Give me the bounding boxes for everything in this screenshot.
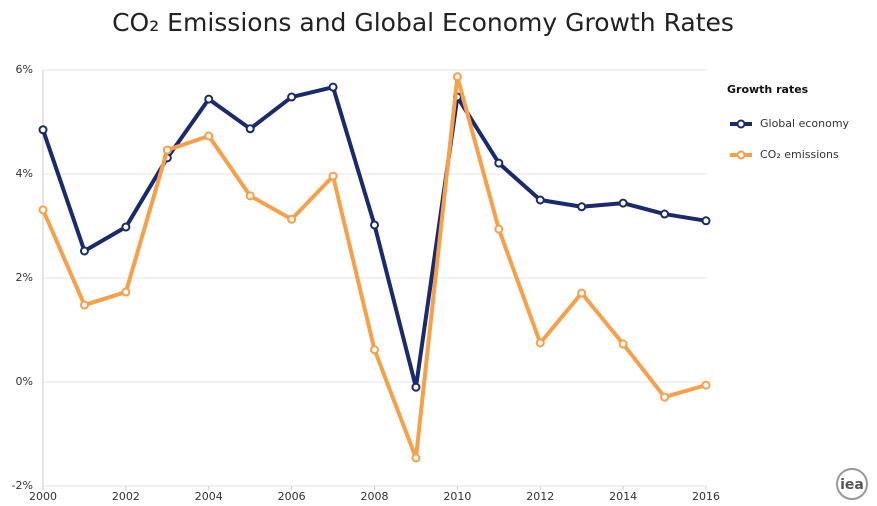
point [79,300,89,310]
point [121,287,131,297]
x-tick-label: 2014 [609,490,637,503]
x-tick-label: 2008 [361,490,389,503]
point [204,94,214,104]
y-tick-label: 6% [16,63,33,76]
y-tick-label: 4% [16,167,33,180]
point [245,124,255,134]
y-tick-label: -2% [12,479,33,492]
point [38,125,48,135]
point [660,209,670,219]
x-tick-label: 2004 [195,490,223,503]
point [452,72,462,82]
legend-title: Growth rates [727,83,809,96]
point [577,288,587,298]
point [701,216,711,226]
x-tick-label: 2006 [278,490,306,503]
point [411,453,421,463]
point [79,246,89,256]
point [660,392,670,402]
point [162,145,172,155]
chart-title: CO₂ Emissions and Global Economy Growth … [112,8,734,37]
y-tick-label: 2% [16,271,33,284]
point [38,205,48,215]
legend-marker [736,119,746,129]
point [370,345,379,355]
point [535,195,545,205]
legend-label: CO₂ emissions [760,148,839,161]
point [328,171,338,181]
legend-marker [736,150,746,160]
point [245,191,255,201]
x-tick-label: 2000 [29,490,57,503]
point [618,339,628,349]
point [287,214,297,224]
point [287,92,297,102]
series-line [41,74,707,460]
point [370,220,379,230]
logo: iea [840,477,864,493]
point [328,82,338,92]
point [494,158,504,168]
x-tick-label: 2016 [692,490,720,503]
x-tick-label: 2010 [443,490,471,503]
point [494,224,504,234]
point [577,202,587,212]
point [701,380,711,390]
legend-label: Global economy [760,117,850,130]
point [535,338,545,348]
point [411,382,421,392]
point [618,198,628,208]
logo-ring [836,468,868,500]
x-tick-label: 2002 [112,490,140,503]
y-tick-label: 0% [16,375,33,388]
point [121,222,131,232]
x-tick-label: 2012 [526,490,554,503]
point [204,131,214,141]
